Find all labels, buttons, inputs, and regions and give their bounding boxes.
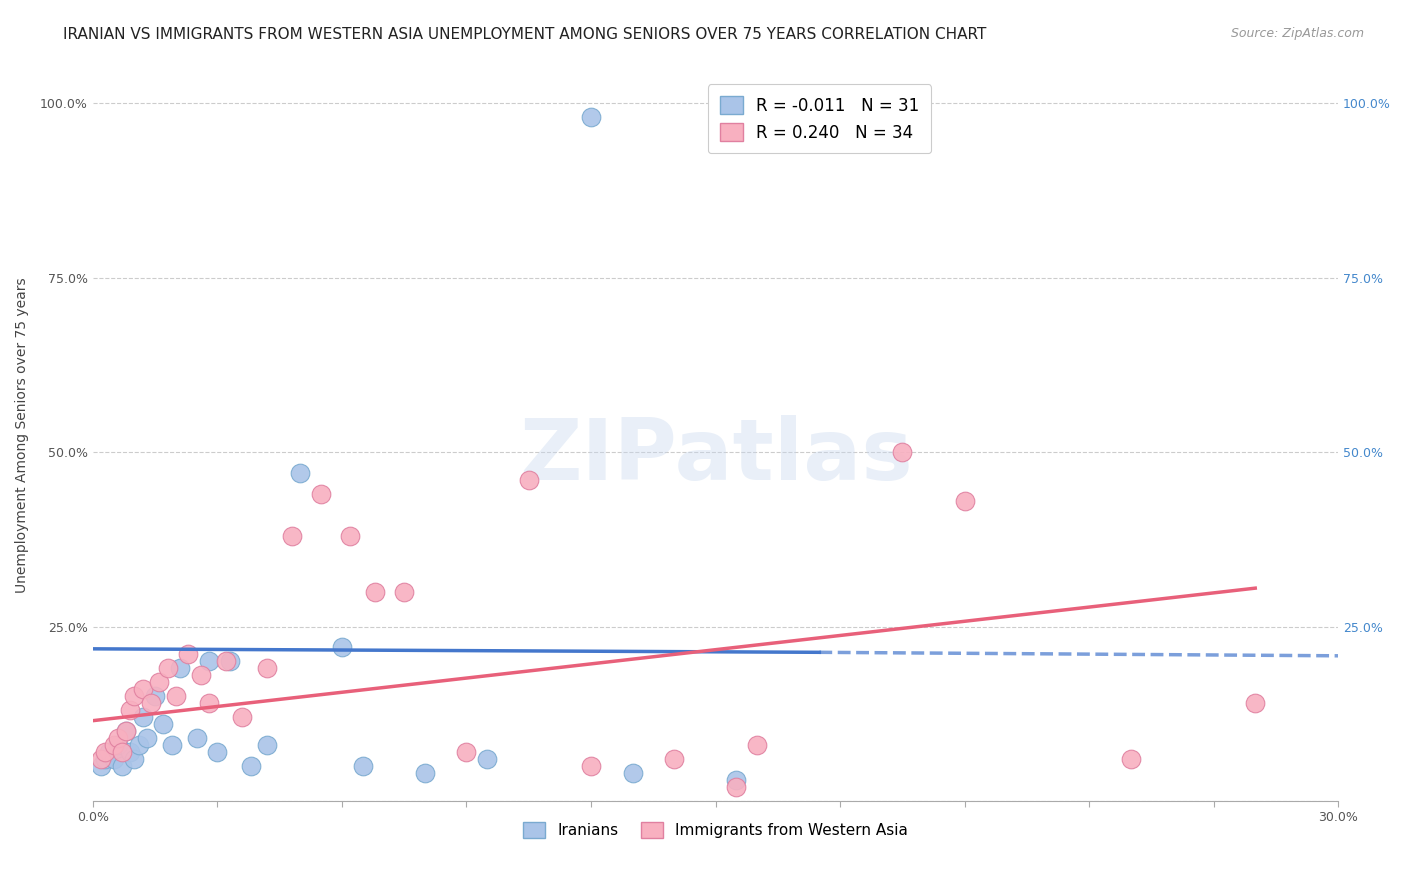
Point	[198, 654, 221, 668]
Point	[115, 724, 138, 739]
Point	[231, 710, 253, 724]
Point	[98, 745, 121, 759]
Point	[456, 745, 478, 759]
Point	[115, 724, 138, 739]
Point	[135, 731, 157, 745]
Point	[218, 654, 240, 668]
Point	[256, 738, 278, 752]
Point	[131, 710, 153, 724]
Point	[107, 738, 129, 752]
Point	[124, 752, 146, 766]
Point	[177, 648, 200, 662]
Point	[94, 745, 117, 759]
Point	[152, 717, 174, 731]
Point	[662, 752, 685, 766]
Point	[953, 494, 976, 508]
Point	[215, 654, 238, 668]
Point	[330, 640, 353, 655]
Point	[120, 745, 142, 759]
Point	[1244, 696, 1267, 710]
Point	[165, 690, 187, 704]
Point	[579, 759, 602, 773]
Point	[90, 759, 112, 773]
Point	[148, 675, 170, 690]
Point	[90, 752, 112, 766]
Point	[290, 466, 312, 480]
Point	[352, 759, 374, 773]
Point	[120, 703, 142, 717]
Point	[111, 745, 134, 759]
Point	[477, 752, 499, 766]
Point	[160, 738, 183, 752]
Y-axis label: Unemployment Among Seniors over 75 years: Unemployment Among Seniors over 75 years	[15, 277, 30, 592]
Text: Source: ZipAtlas.com: Source: ZipAtlas.com	[1230, 27, 1364, 40]
Point	[256, 661, 278, 675]
Text: IRANIAN VS IMMIGRANTS FROM WESTERN ASIA UNEMPLOYMENT AMONG SENIORS OVER 75 YEARS: IRANIAN VS IMMIGRANTS FROM WESTERN ASIA …	[63, 27, 987, 42]
Point	[169, 661, 191, 675]
Point	[124, 690, 146, 704]
Point	[281, 529, 304, 543]
Point	[309, 487, 332, 501]
Point	[517, 473, 540, 487]
Point	[207, 745, 229, 759]
Point	[891, 445, 914, 459]
Point	[143, 690, 166, 704]
Legend: Iranians, Immigrants from Western Asia: Iranians, Immigrants from Western Asia	[517, 815, 914, 845]
Point	[103, 738, 125, 752]
Point	[107, 731, 129, 745]
Point	[139, 696, 162, 710]
Point	[364, 584, 387, 599]
Point	[190, 668, 212, 682]
Point	[413, 766, 436, 780]
Point	[111, 759, 134, 773]
Point	[745, 738, 768, 752]
Point	[808, 96, 831, 111]
Point	[392, 584, 415, 599]
Point	[128, 738, 150, 752]
Point	[621, 766, 644, 780]
Point	[1119, 752, 1142, 766]
Point	[579, 111, 602, 125]
Point	[239, 759, 262, 773]
Point	[103, 752, 125, 766]
Point	[339, 529, 361, 543]
Point	[131, 682, 153, 697]
Text: ZIPatlas: ZIPatlas	[519, 415, 912, 498]
Point	[156, 661, 179, 675]
Point	[198, 696, 221, 710]
Point	[94, 752, 117, 766]
Point	[186, 731, 208, 745]
Point	[725, 780, 748, 794]
Point	[725, 772, 748, 787]
